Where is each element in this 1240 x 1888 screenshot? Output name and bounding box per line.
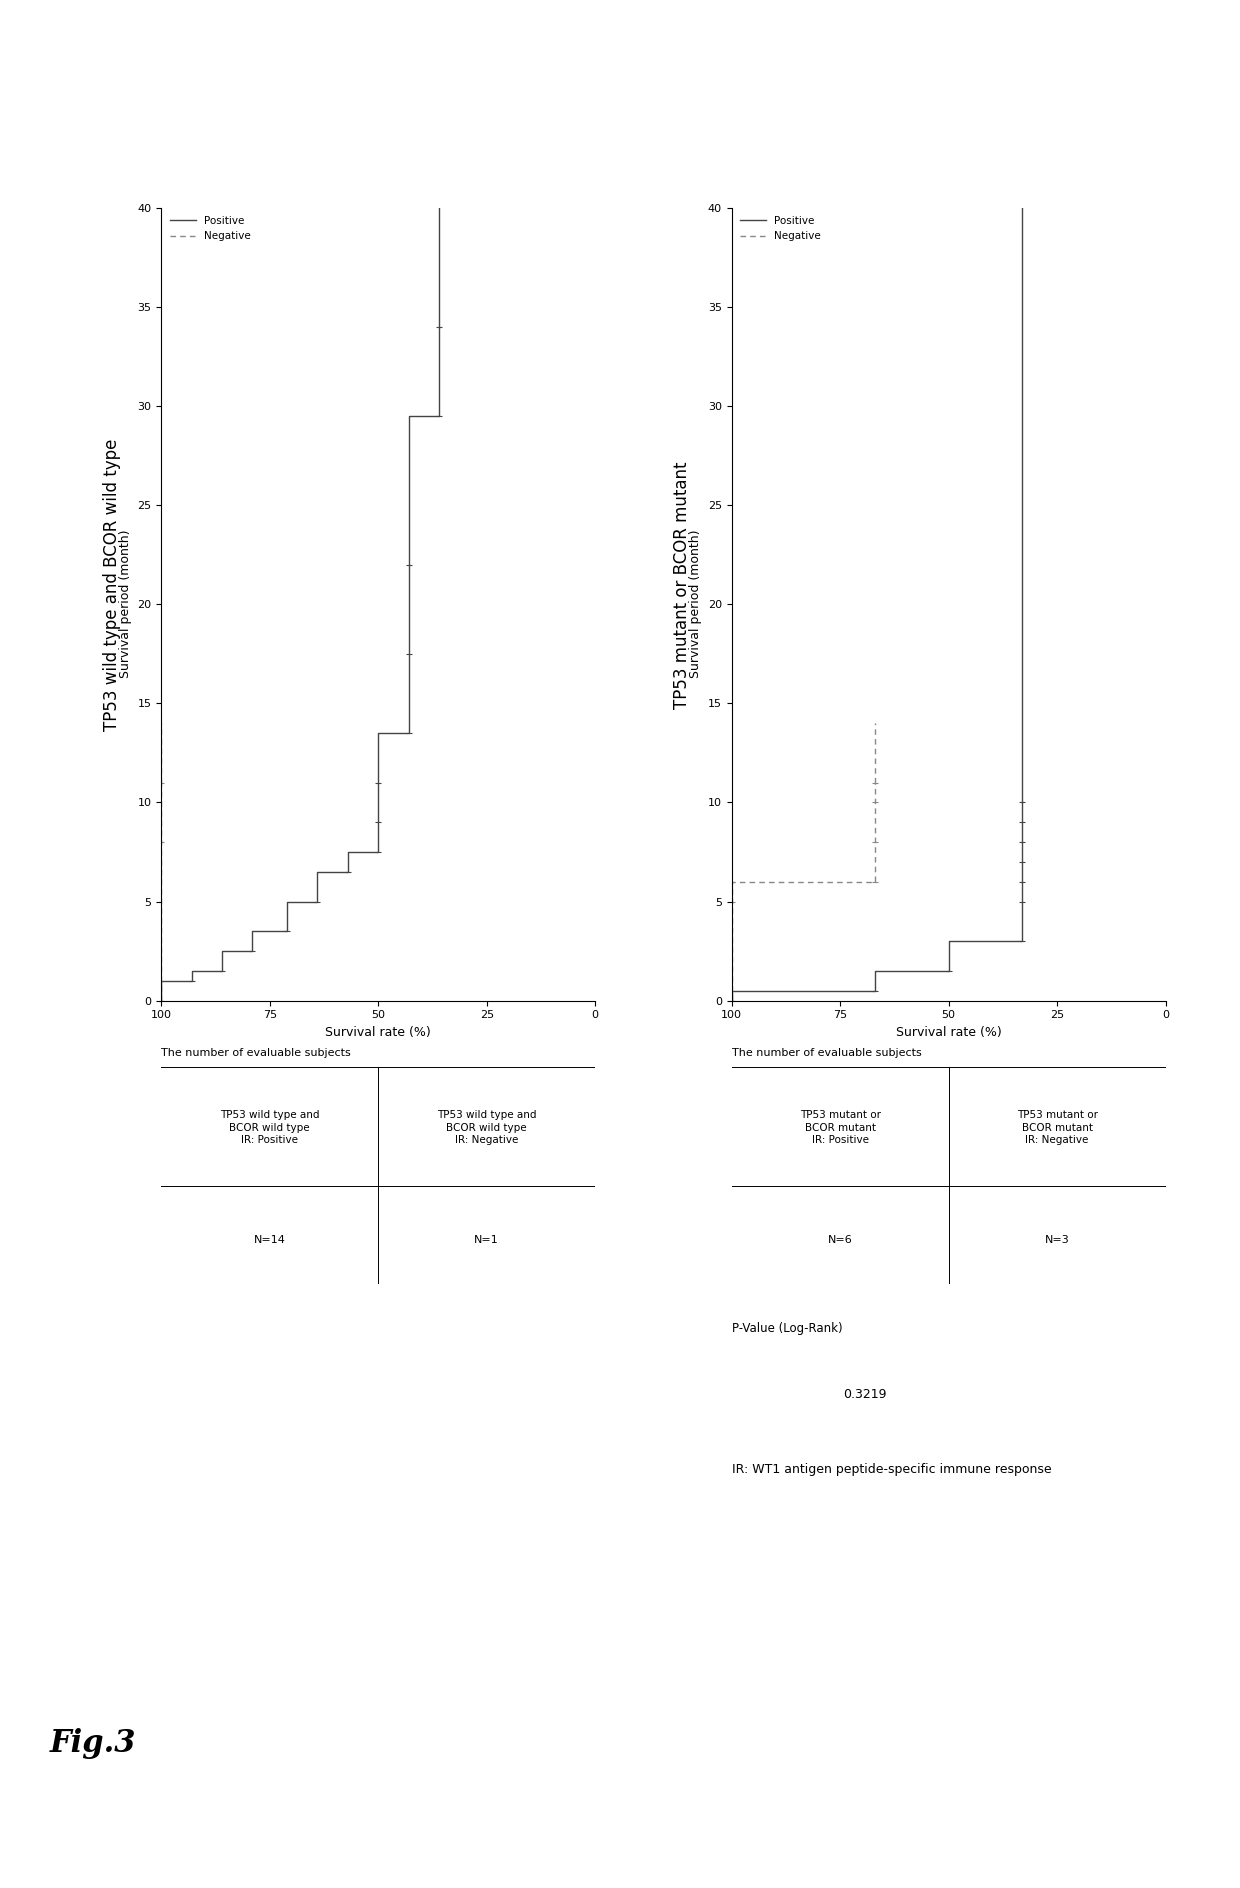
- Legend: Positive, Negative: Positive, Negative: [737, 213, 825, 244]
- Text: N=3: N=3: [1045, 1235, 1069, 1246]
- Text: P-Value (Log-Rank): P-Value (Log-Rank): [732, 1322, 842, 1335]
- Text: N=1: N=1: [475, 1235, 498, 1246]
- Text: The number of evaluable subjects: The number of evaluable subjects: [732, 1048, 921, 1057]
- Text: TP53 mutant or
BCOR mutant
IR: Positive: TP53 mutant or BCOR mutant IR: Positive: [800, 1110, 880, 1144]
- Text: TP53 wild type and
BCOR wild type
IR: Positive: TP53 wild type and BCOR wild type IR: Po…: [219, 1110, 320, 1144]
- Y-axis label: Survival period (month): Survival period (month): [689, 531, 702, 678]
- Text: Fig.3: Fig.3: [50, 1728, 136, 1758]
- Legend: Positive, Negative: Positive, Negative: [166, 213, 254, 244]
- Text: 0.3219: 0.3219: [843, 1388, 887, 1401]
- X-axis label: Survival rate (%): Survival rate (%): [325, 1025, 432, 1038]
- Text: N=14: N=14: [254, 1235, 285, 1246]
- Text: TP53 mutant or
BCOR mutant
IR: Negative: TP53 mutant or BCOR mutant IR: Negative: [1017, 1110, 1097, 1144]
- Text: TP53 mutant or BCOR mutant: TP53 mutant or BCOR mutant: [673, 461, 691, 710]
- Text: IR: WT1 antigen peptide-specific immune response: IR: WT1 antigen peptide-specific immune …: [732, 1463, 1052, 1476]
- Y-axis label: Survival period (month): Survival period (month): [119, 531, 131, 678]
- Text: TP53 wild type and
BCOR wild type
IR: Negative: TP53 wild type and BCOR wild type IR: Ne…: [436, 1110, 537, 1144]
- Text: The number of evaluable subjects: The number of evaluable subjects: [161, 1048, 351, 1057]
- X-axis label: Survival rate (%): Survival rate (%): [895, 1025, 1002, 1038]
- Text: TP53 wild type and BCOR wild type: TP53 wild type and BCOR wild type: [103, 440, 120, 731]
- Text: N=6: N=6: [828, 1235, 852, 1246]
